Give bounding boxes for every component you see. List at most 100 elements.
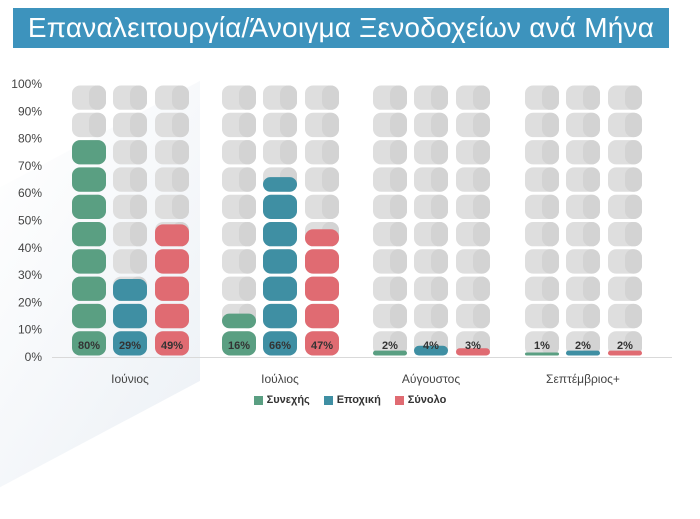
legend-item: Εποχική bbox=[323, 394, 381, 406]
empty-block-shade bbox=[542, 222, 559, 247]
legend-label: Συνεχής bbox=[266, 394, 310, 406]
y-tick-label: 90% bbox=[18, 104, 42, 118]
filled-block bbox=[113, 331, 147, 356]
empty-block-shade bbox=[280, 85, 297, 110]
bar-εποχική-2 bbox=[414, 85, 448, 356]
empty-block-shade bbox=[172, 112, 189, 138]
data-label: 66% bbox=[269, 340, 291, 352]
title-bar: Επαναλειτουργία/Άνοιγμα Ξενοδοχείων ανά … bbox=[13, 8, 669, 48]
empty-block-shade bbox=[542, 331, 559, 356]
filled-block bbox=[525, 352, 559, 356]
empty-block-shade bbox=[583, 140, 600, 165]
empty-block-shade bbox=[89, 112, 106, 138]
empty-block-shade bbox=[625, 222, 642, 247]
empty-block-shade bbox=[390, 222, 407, 247]
x-category-label: Ιούνιος bbox=[111, 372, 149, 386]
filled-block bbox=[414, 345, 448, 356]
legend: Συνεχής Εποχική Σύνολο bbox=[0, 394, 700, 406]
empty-block-shade bbox=[625, 249, 642, 274]
empty-block-shade bbox=[239, 222, 256, 247]
legend-label: Εποχική bbox=[336, 394, 381, 406]
filled-block bbox=[305, 276, 339, 301]
empty-block-shade bbox=[239, 167, 256, 192]
empty-block-shade bbox=[322, 140, 339, 165]
empty-block-shade bbox=[473, 249, 490, 274]
empty-block-shade bbox=[431, 222, 448, 247]
empty-block-shade bbox=[473, 167, 490, 192]
filled-block bbox=[72, 303, 106, 329]
filled-block bbox=[608, 350, 642, 356]
empty-block-shade bbox=[625, 85, 642, 110]
legend-swatch bbox=[394, 395, 404, 405]
empty-block-shade bbox=[542, 276, 559, 301]
empty-block-shade bbox=[431, 85, 448, 110]
empty-block-shade bbox=[172, 194, 189, 219]
data-label: 80% bbox=[78, 340, 100, 352]
empty-block-shade bbox=[625, 276, 642, 301]
filled-block bbox=[72, 194, 106, 219]
empty-block-shade bbox=[431, 112, 448, 138]
bar-σύνολο-2 bbox=[456, 85, 490, 356]
empty-block-shade bbox=[625, 140, 642, 165]
data-label: 4% bbox=[423, 340, 439, 352]
empty-block-shade bbox=[390, 331, 407, 356]
y-tick-label: 70% bbox=[18, 159, 42, 173]
empty-block-shade bbox=[239, 249, 256, 274]
bar-σύνολο-1 bbox=[305, 85, 339, 356]
empty-block-shade bbox=[89, 85, 106, 110]
empty-block-shade bbox=[390, 194, 407, 219]
empty-block-shade bbox=[625, 194, 642, 219]
empty-block-shade bbox=[542, 249, 559, 274]
filled-block bbox=[155, 331, 189, 356]
legend-swatch bbox=[323, 395, 333, 405]
empty-block-shade bbox=[542, 194, 559, 219]
empty-block-shade bbox=[473, 140, 490, 165]
y-tick-label: 100% bbox=[11, 77, 42, 91]
filled-block bbox=[155, 303, 189, 329]
empty-block-shade bbox=[239, 112, 256, 138]
empty-block-shade bbox=[542, 303, 559, 329]
filled-block bbox=[155, 224, 189, 247]
data-label: 16% bbox=[228, 340, 250, 352]
empty-block-shade bbox=[239, 140, 256, 165]
bar-εποχική-3 bbox=[566, 85, 600, 356]
empty-block-shade bbox=[625, 331, 642, 356]
empty-block-shade bbox=[239, 276, 256, 301]
empty-block-shade bbox=[625, 112, 642, 138]
bar-εποχική-0 bbox=[113, 85, 147, 356]
empty-block-shade bbox=[473, 112, 490, 138]
y-tick-label: 50% bbox=[18, 214, 42, 228]
filled-block bbox=[222, 313, 256, 329]
empty-block-shade bbox=[583, 167, 600, 192]
empty-block-shade bbox=[172, 140, 189, 165]
empty-block-shade bbox=[130, 222, 147, 247]
empty-block-shade bbox=[431, 303, 448, 329]
empty-block-shade bbox=[130, 167, 147, 192]
data-label: 3% bbox=[465, 340, 481, 352]
empty-block-shade bbox=[473, 194, 490, 219]
empty-block-shade bbox=[322, 167, 339, 192]
empty-block-shade bbox=[239, 85, 256, 110]
empty-block-shade bbox=[431, 140, 448, 165]
empty-block-shade bbox=[473, 303, 490, 329]
filled-block bbox=[113, 303, 147, 329]
legend-label: Σύνολο bbox=[407, 394, 447, 406]
bar-συνεχής-0 bbox=[72, 85, 106, 356]
y-tick-label: 0% bbox=[25, 350, 43, 364]
filled-block bbox=[305, 229, 339, 247]
filled-block bbox=[305, 331, 339, 356]
filled-block bbox=[566, 350, 600, 356]
empty-block-shade bbox=[390, 167, 407, 192]
empty-block-shade bbox=[431, 276, 448, 301]
filled-block bbox=[72, 249, 106, 274]
filled-block bbox=[263, 276, 297, 301]
empty-block-shade bbox=[583, 303, 600, 329]
y-tick-label: 30% bbox=[18, 268, 42, 282]
y-tick-label: 80% bbox=[18, 132, 42, 146]
data-label: 2% bbox=[575, 340, 591, 352]
empty-block-shade bbox=[473, 222, 490, 247]
filled-block bbox=[263, 194, 297, 219]
data-label: 1% bbox=[534, 340, 550, 352]
data-label: 29% bbox=[119, 340, 141, 352]
empty-block-shade bbox=[172, 167, 189, 192]
